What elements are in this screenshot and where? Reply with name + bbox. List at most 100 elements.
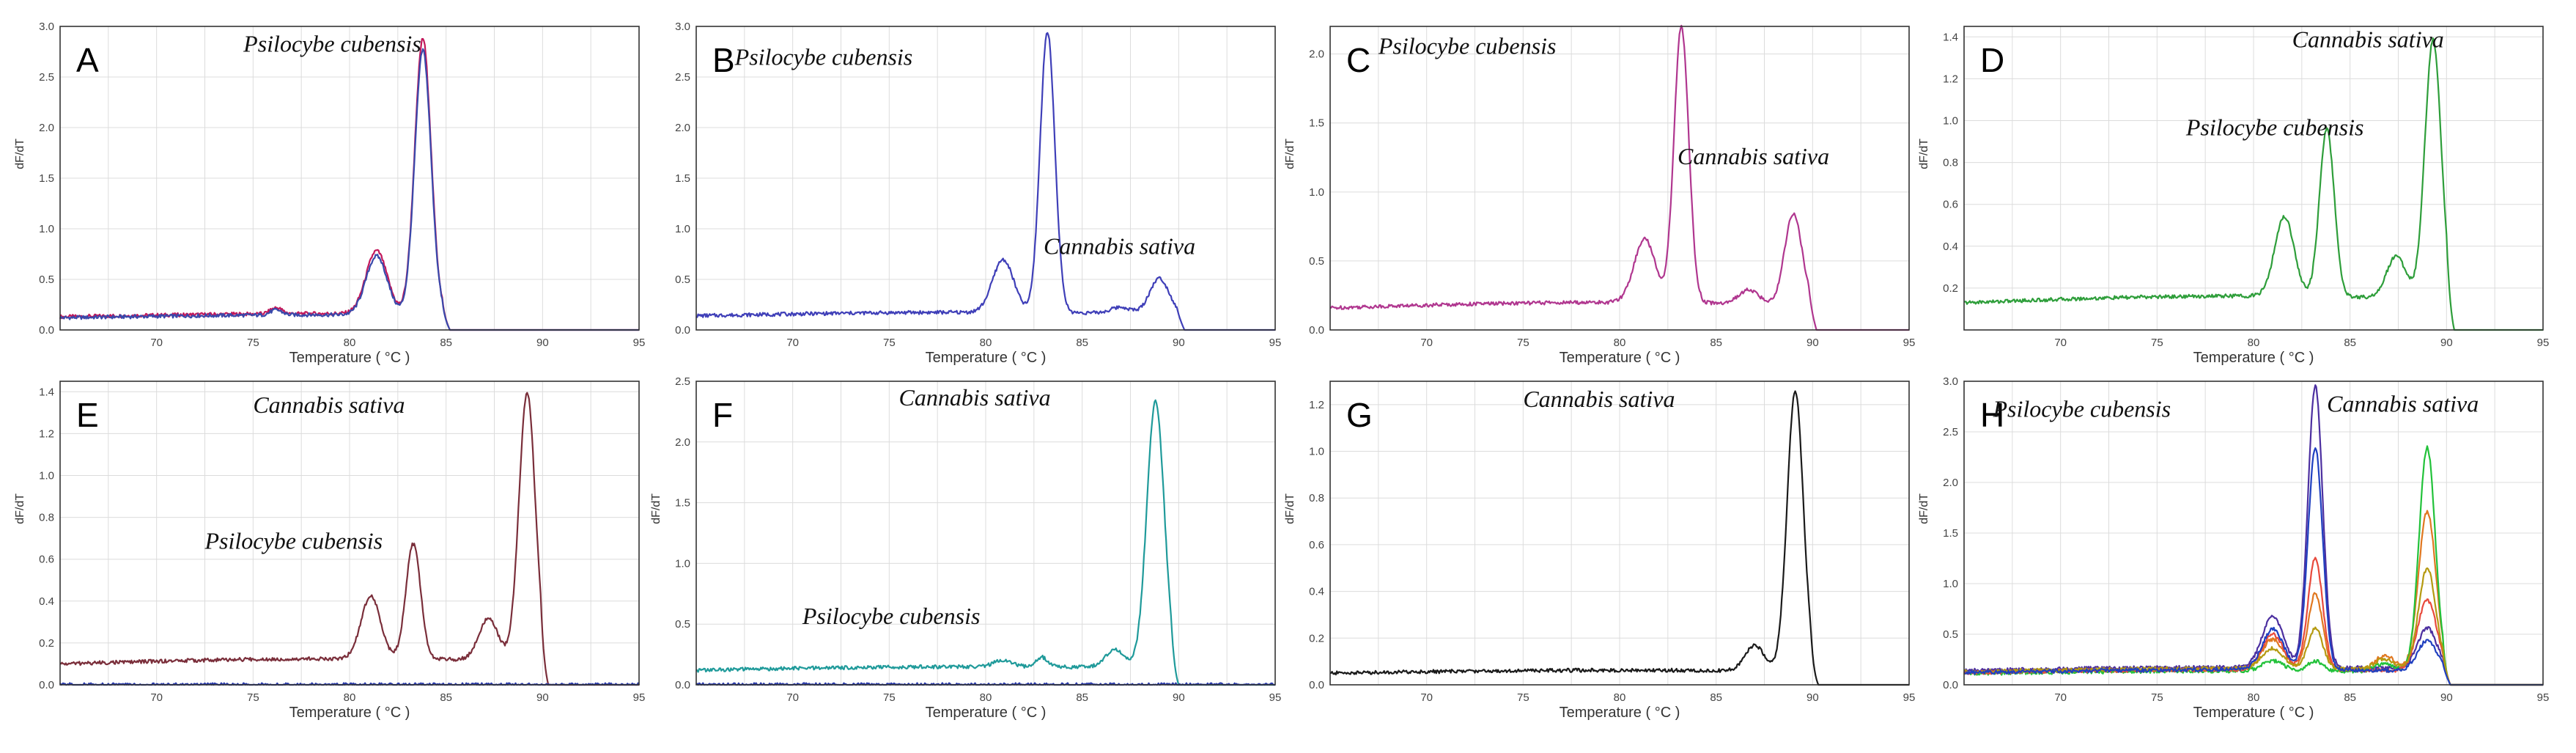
x-tick-label: 85	[440, 691, 452, 704]
x-tick-label: 80	[2248, 337, 2260, 349]
x-axis-label: Temperature ( °C )	[289, 705, 410, 721]
y-tick-label: 1.5	[675, 172, 690, 185]
x-tick-label: 70	[786, 691, 799, 704]
y-tick-label: 0.6	[39, 554, 54, 566]
x-tick-label: 95	[633, 691, 646, 704]
y-tick-label: 1.0	[675, 557, 690, 570]
y-tick-label: 0.6	[1943, 199, 1958, 211]
x-tick-label: 95	[1903, 337, 1916, 349]
x-axis-label: Temperature ( °C )	[289, 350, 410, 366]
x-tick-label: 90	[2440, 691, 2453, 704]
y-axis-label: dF/dT	[1284, 139, 1296, 169]
y-tick-label: 1.5	[675, 497, 690, 510]
x-tick-label: 70	[150, 337, 163, 349]
panel-F: 70 75 80 85 90 95 0.0 0.5 1.0 1.5 2.0 2.5 Temperatur…	[650, 375, 1281, 721]
y-tick-label: 2.5	[1943, 426, 1958, 438]
annotation-label: Cannabis sativa	[253, 392, 405, 418]
y-axis-label: dF/dT	[650, 493, 663, 524]
x-tick-label: 80	[1614, 337, 1626, 349]
y-tick-label: 0.8	[1309, 492, 1324, 504]
panel-E: 70 75 80 85 90 95 0.0 0.2 0.4 0.6 0.8 1.0 1.2 1.4 Temp…	[14, 381, 645, 721]
plot-frame	[59, 26, 640, 331]
panel-H: 70 75 80 85 90 95 0.0 0.5 1.0 1.5 2.0 2.5 3.0 Tempera…	[1918, 375, 2549, 721]
series-sample-1	[696, 32, 1275, 331]
y-tick-label: 0.8	[39, 512, 54, 524]
x-axis-label: Temperature ( °C )	[926, 705, 1047, 721]
y-tick-label: 1.0	[1309, 186, 1324, 199]
y-tick-label: 0.5	[675, 273, 690, 286]
y-tick-label: 1.2	[39, 427, 54, 440]
x-axis-label: Temperature ( °C )	[1560, 350, 1680, 366]
x-tick-label: 95	[633, 337, 646, 349]
annotation-label: Cannabis sativa	[2327, 390, 2479, 416]
x-tick-label: 85	[440, 337, 452, 349]
y-tick-label: 3.0	[675, 21, 690, 33]
x-tick-label: 70	[786, 337, 799, 349]
y-tick-label: 1.0	[1309, 446, 1324, 458]
y-tick-label: 1.2	[1309, 399, 1324, 411]
y-axis-label: dF/dT	[1918, 139, 1930, 169]
y-tick-label: 0.2	[1943, 282, 1958, 295]
x-axis-label: Temperature ( °C )	[2193, 705, 2314, 721]
x-tick-label: 80	[980, 337, 992, 349]
x-tick-label: 70	[2054, 337, 2067, 349]
x-tick-label: 95	[1903, 691, 1916, 704]
panel-label: H	[1980, 396, 2004, 434]
x-tick-label: 90	[536, 337, 549, 349]
panel-D: 70 75 80 85 90 95 0.2 0.4 0.6 0.8 1.0 1.2 1.4 Tempera…	[1918, 26, 2549, 366]
y-axis-label: dF/dT	[1284, 493, 1296, 524]
y-tick-label: 2.5	[675, 375, 690, 388]
y-tick-label: 1.4	[1943, 31, 1958, 43]
y-tick-label: 1.0	[39, 469, 54, 482]
y-tick-label: 2.0	[1309, 48, 1324, 61]
x-tick-label: 70	[1420, 691, 1433, 704]
panel-label: D	[1980, 41, 2004, 79]
plot-frame	[695, 381, 1276, 686]
x-tick-label: 70	[1420, 337, 1433, 349]
y-tick-label: 3.0	[39, 21, 54, 33]
y-tick-label: 0.2	[1309, 632, 1324, 644]
annotation-label: Psilocybe cubensis	[204, 527, 383, 554]
x-tick-label: 75	[2151, 691, 2163, 704]
x-tick-label: 80	[344, 337, 356, 349]
y-tick-label: 0.8	[1943, 157, 1958, 169]
annotation-label: Cannabis sativa	[1678, 143, 1829, 169]
y-tick-label: 0.0	[1309, 324, 1324, 337]
x-tick-label: 80	[344, 691, 356, 704]
annotation-label: Psilocybe cubensis	[1378, 33, 1557, 59]
y-tick-label: 0.5	[1309, 255, 1324, 268]
x-tick-label: 85	[2344, 337, 2356, 349]
y-tick-label: 0.4	[1943, 240, 1958, 253]
x-tick-label: 90	[1806, 337, 1819, 349]
y-tick-label: 0.0	[39, 679, 54, 691]
plot-frame	[1963, 26, 2544, 331]
panel-C: 70 75 80 85 90 95 0.0 0.5 1.0 1.5 2.0 Temperature (…	[1284, 24, 1916, 366]
x-tick-label: 95	[1269, 691, 1282, 704]
series-sample-1	[1330, 390, 1909, 686]
x-tick-label: 80	[2248, 691, 2260, 704]
panel-label: F	[712, 396, 733, 434]
y-tick-label: 0.0	[675, 679, 690, 691]
series-sample-1	[1963, 37, 2543, 331]
y-tick-label: 0.4	[1309, 586, 1324, 598]
x-tick-label: 90	[536, 691, 549, 704]
y-axis-label: dF/dT	[14, 139, 26, 169]
x-tick-label: 90	[1806, 691, 1819, 704]
y-tick-label: 2.0	[675, 122, 690, 134]
x-tick-label: 75	[883, 691, 896, 704]
panel-label: C	[1346, 41, 1370, 79]
plot-frame	[1963, 381, 2544, 686]
x-tick-label: 95	[2537, 337, 2550, 349]
x-tick-label: 80	[980, 691, 992, 704]
panel-label: B	[712, 41, 735, 79]
x-axis-label: Temperature ( °C )	[1560, 705, 1680, 721]
y-tick-label: 0.5	[39, 273, 54, 286]
x-tick-label: 70	[150, 691, 163, 704]
panel-G: 70 75 80 85 90 95 0.0 0.2 0.4 0.6 0.8 1.0 1.2 Tempera…	[1284, 381, 1915, 721]
series-sample-1	[1329, 24, 1909, 331]
x-tick-label: 85	[1076, 337, 1088, 349]
annotation-label: Cannabis sativa	[899, 384, 1051, 411]
x-tick-label: 85	[1076, 691, 1088, 704]
x-tick-label: 70	[2054, 691, 2067, 704]
y-tick-label: 3.0	[1943, 375, 1958, 388]
